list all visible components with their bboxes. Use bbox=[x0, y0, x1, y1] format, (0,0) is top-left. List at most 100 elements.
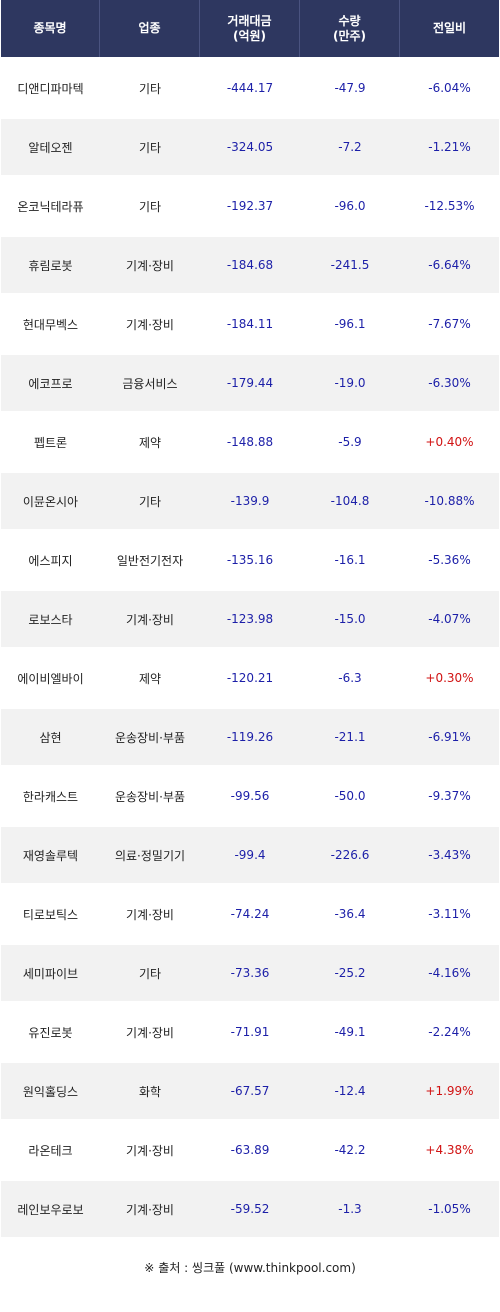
trade-volume: -5.9 bbox=[300, 411, 400, 470]
sector: 기계·장비 bbox=[100, 1178, 200, 1237]
sector: 운송장비·부품 bbox=[100, 706, 200, 765]
trade-volume: -19.0 bbox=[300, 352, 400, 411]
table-row: 펩트론 제약 -148.88 -5.9 +0.40% bbox=[1, 411, 499, 470]
stock-name: 펩트론 bbox=[1, 411, 100, 470]
trade-amount: -74.24 bbox=[200, 883, 300, 942]
change-rate: -6.91% bbox=[400, 706, 499, 765]
change-rate: +4.38% bbox=[400, 1119, 499, 1178]
sector: 기타 bbox=[100, 175, 200, 234]
table-row: 한라캐스트 운송장비·부품 -99.56 -50.0 -9.37% bbox=[1, 765, 499, 824]
table-row: 티로보틱스 기계·장비 -74.24 -36.4 -3.11% bbox=[1, 883, 499, 942]
change-rate: -12.53% bbox=[400, 175, 499, 234]
change-rate: +1.99% bbox=[400, 1060, 499, 1119]
header-name: 종목명 bbox=[1, 0, 100, 57]
change-rate: -1.21% bbox=[400, 116, 499, 175]
trade-volume: -1.3 bbox=[300, 1178, 400, 1237]
stock-name: 휴림로봇 bbox=[1, 234, 100, 293]
trade-volume: -241.5 bbox=[300, 234, 400, 293]
table-row: 휴림로봇 기계·장비 -184.68 -241.5 -6.64% bbox=[1, 234, 499, 293]
change-rate: -9.37% bbox=[400, 765, 499, 824]
trade-volume: -226.6 bbox=[300, 824, 400, 883]
trade-amount: -324.05 bbox=[200, 116, 300, 175]
trade-volume: -15.0 bbox=[300, 588, 400, 647]
table-row: 디앤디파마텍 기타 -444.17 -47.9 -6.04% bbox=[1, 57, 499, 116]
stock-name: 알테오젠 bbox=[1, 116, 100, 175]
stock-name: 로보스타 bbox=[1, 588, 100, 647]
stock-name: 이뮨온시아 bbox=[1, 470, 100, 529]
trade-volume: -47.9 bbox=[300, 57, 400, 116]
sector: 기타 bbox=[100, 57, 200, 116]
trade-amount: -67.57 bbox=[200, 1060, 300, 1119]
stock-name: 에스피지 bbox=[1, 529, 100, 588]
note-mark: ※ bbox=[144, 1261, 155, 1275]
stock-name: 재영솔루텍 bbox=[1, 824, 100, 883]
table-row: 삼현 운송장비·부품 -119.26 -21.1 -6.91% bbox=[1, 706, 499, 765]
sector: 화학 bbox=[100, 1060, 200, 1119]
table-row: 이뮨온시아 기타 -139.9 -104.8 -10.88% bbox=[1, 470, 499, 529]
change-rate: -6.30% bbox=[400, 352, 499, 411]
trade-volume: -21.1 bbox=[300, 706, 400, 765]
source-text: 출처 : 씽크풀 (www.thinkpool.com) bbox=[158, 1261, 356, 1275]
table-row: 에이비엘바이 제약 -120.21 -6.3 +0.30% bbox=[1, 647, 499, 706]
table-row: 온코닉테라퓨 기타 -192.37 -96.0 -12.53% bbox=[1, 175, 499, 234]
trade-amount: -184.68 bbox=[200, 234, 300, 293]
change-rate: -2.24% bbox=[400, 1001, 499, 1060]
stock-name: 원익홀딩스 bbox=[1, 1060, 100, 1119]
sector: 금융서비스 bbox=[100, 352, 200, 411]
trade-amount: -444.17 bbox=[200, 57, 300, 116]
header-volume: 수량 (만주) bbox=[300, 0, 400, 57]
trade-volume: -36.4 bbox=[300, 883, 400, 942]
change-rate: -6.04% bbox=[400, 57, 499, 116]
stock-name: 에이비엘바이 bbox=[1, 647, 100, 706]
stock-name: 온코닉테라퓨 bbox=[1, 175, 100, 234]
sector: 제약 bbox=[100, 411, 200, 470]
table-row: 알테오젠 기타 -324.05 -7.2 -1.21% bbox=[1, 116, 499, 175]
table-header: 종목명 업종 거래대금 (억원) 수량 (만주) 전일비 bbox=[1, 0, 499, 57]
change-rate: -4.16% bbox=[400, 942, 499, 1001]
table-body: 디앤디파마텍 기타 -444.17 -47.9 -6.04% 알테오젠 기타 -324.05-… bbox=[1, 57, 499, 1237]
trade-volume: -16.1 bbox=[300, 529, 400, 588]
change-rate: -10.88% bbox=[400, 470, 499, 529]
trade-amount: -63.89 bbox=[200, 1119, 300, 1178]
trade-amount: -120.21 bbox=[200, 647, 300, 706]
trade-volume: -50.0 bbox=[300, 765, 400, 824]
stock-name: 티로보틱스 bbox=[1, 883, 100, 942]
trade-amount: -135.16 bbox=[200, 529, 300, 588]
change-rate: -7.67% bbox=[400, 293, 499, 352]
trade-volume: -42.2 bbox=[300, 1119, 400, 1178]
table-row: 재영솔루텍 의료·정밀기기 -99.4 -226.6 -3.43% bbox=[1, 824, 499, 883]
trade-amount: -192.37 bbox=[200, 175, 300, 234]
sector: 기타 bbox=[100, 116, 200, 175]
change-rate: -6.64% bbox=[400, 234, 499, 293]
sector: 일반전기전자 bbox=[100, 529, 200, 588]
change-rate: -5.36% bbox=[400, 529, 499, 588]
trade-volume: -7.2 bbox=[300, 116, 400, 175]
change-rate: -3.43% bbox=[400, 824, 499, 883]
table-row: 에스피지 일반전기전자 -135.16 -16.1 -5.36% bbox=[1, 529, 499, 588]
change-rate: -1.05% bbox=[400, 1178, 499, 1237]
stock-table: 종목명 업종 거래대금 (억원) 수량 (만주) 전일비 디앤디파마텍 기타 -444.… bbox=[1, 0, 499, 1237]
table-row: 유진로봇 기계·장비 -71.91 -49.1 -2.24% bbox=[1, 1001, 499, 1060]
header-row: 종목명 업종 거래대금 (억원) 수량 (만주) 전일비 bbox=[1, 0, 499, 57]
table-row: 로보스타 기계·장비 -123.98 -15.0 -4.07% bbox=[1, 588, 499, 647]
trade-volume: -96.0 bbox=[300, 175, 400, 234]
stock-name: 현대무벡스 bbox=[1, 293, 100, 352]
header-change: 전일비 bbox=[400, 0, 499, 57]
sector: 기계·장비 bbox=[100, 234, 200, 293]
table-row: 에코프로 금융서비스 -179.44 -19.0 -6.30% bbox=[1, 352, 499, 411]
stock-name: 에코프로 bbox=[1, 352, 100, 411]
trade-volume: -12.4 bbox=[300, 1060, 400, 1119]
trade-volume: -49.1 bbox=[300, 1001, 400, 1060]
table-row: 라온테크 기계·장비 -63.89 -42.2 +4.38% bbox=[1, 1119, 499, 1178]
stock-name: 삼현 bbox=[1, 706, 100, 765]
table-row: 레인보우로보 기계·장비 -59.52 -1.3 -1.05% bbox=[1, 1178, 499, 1237]
stock-name: 유진로봇 bbox=[1, 1001, 100, 1060]
trade-amount: -73.36 bbox=[200, 942, 300, 1001]
stock-name: 디앤디파마텍 bbox=[1, 57, 100, 116]
header-amount: 거래대금 (억원) bbox=[200, 0, 300, 57]
sector: 제약 bbox=[100, 647, 200, 706]
stock-name: 라온테크 bbox=[1, 1119, 100, 1178]
sector: 기계·장비 bbox=[100, 293, 200, 352]
change-rate: +0.30% bbox=[400, 647, 499, 706]
